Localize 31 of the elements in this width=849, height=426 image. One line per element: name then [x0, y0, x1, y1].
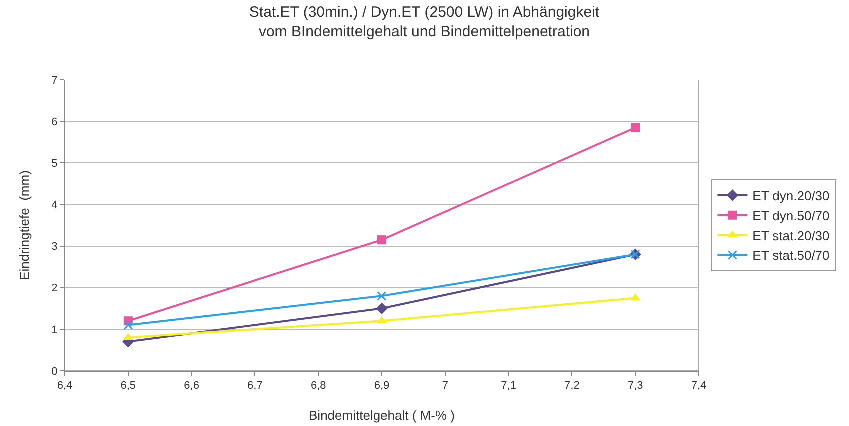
x-tick-label: 7,4 [691, 380, 707, 392]
x-tick-label: 7,2 [564, 380, 580, 392]
point [378, 236, 386, 245]
point [376, 302, 388, 314]
x-tick-label: 6,7 [248, 380, 263, 392]
legend-label: ET dyn.20/30 [752, 188, 830, 204]
x-tick-label: 6,9 [374, 380, 390, 392]
legend-label: ET stat.20/30 [752, 228, 830, 244]
y-tick-label: 5 [52, 158, 58, 170]
x-tick-label: 7,3 [628, 380, 644, 392]
y-tick-label: 2 [52, 282, 58, 295]
point [377, 291, 387, 301]
point [124, 320, 134, 330]
y-tick-label: 6 [52, 116, 58, 128]
chart-title: Stat.ET (30min.) / Dyn.ET (2500 LW) in Abhängigkeit vom BIndemittelgehalt und Bindemittelpenetration [249, 4, 600, 41]
y-axis-title: Eindringtiefe (mm) [17, 170, 32, 280]
x-axis-title: Bindemittelgehalt ( M-% ) [309, 408, 455, 423]
x-tick-label: 6,8 [310, 380, 326, 392]
x-tick-label: 6,4 [57, 380, 73, 392]
y-tick-label: 7 [52, 74, 58, 87]
legend-label: ET stat.50/70 [752, 248, 830, 264]
x-tick-label: 7,1 [501, 380, 516, 392]
x-tick-label: 7 [442, 380, 448, 392]
x-tick-label: 6,5 [120, 380, 136, 392]
legend-label: ET dyn.50/70 [752, 208, 830, 224]
point [631, 123, 640, 132]
x-tick-label: 6,6 [184, 380, 200, 392]
y-tick-label: 1 [52, 324, 58, 336]
y-tick-label: 0 [52, 366, 58, 378]
y-tick-label: 4 [52, 200, 58, 212]
y-tick-label: 3 [52, 241, 58, 254]
